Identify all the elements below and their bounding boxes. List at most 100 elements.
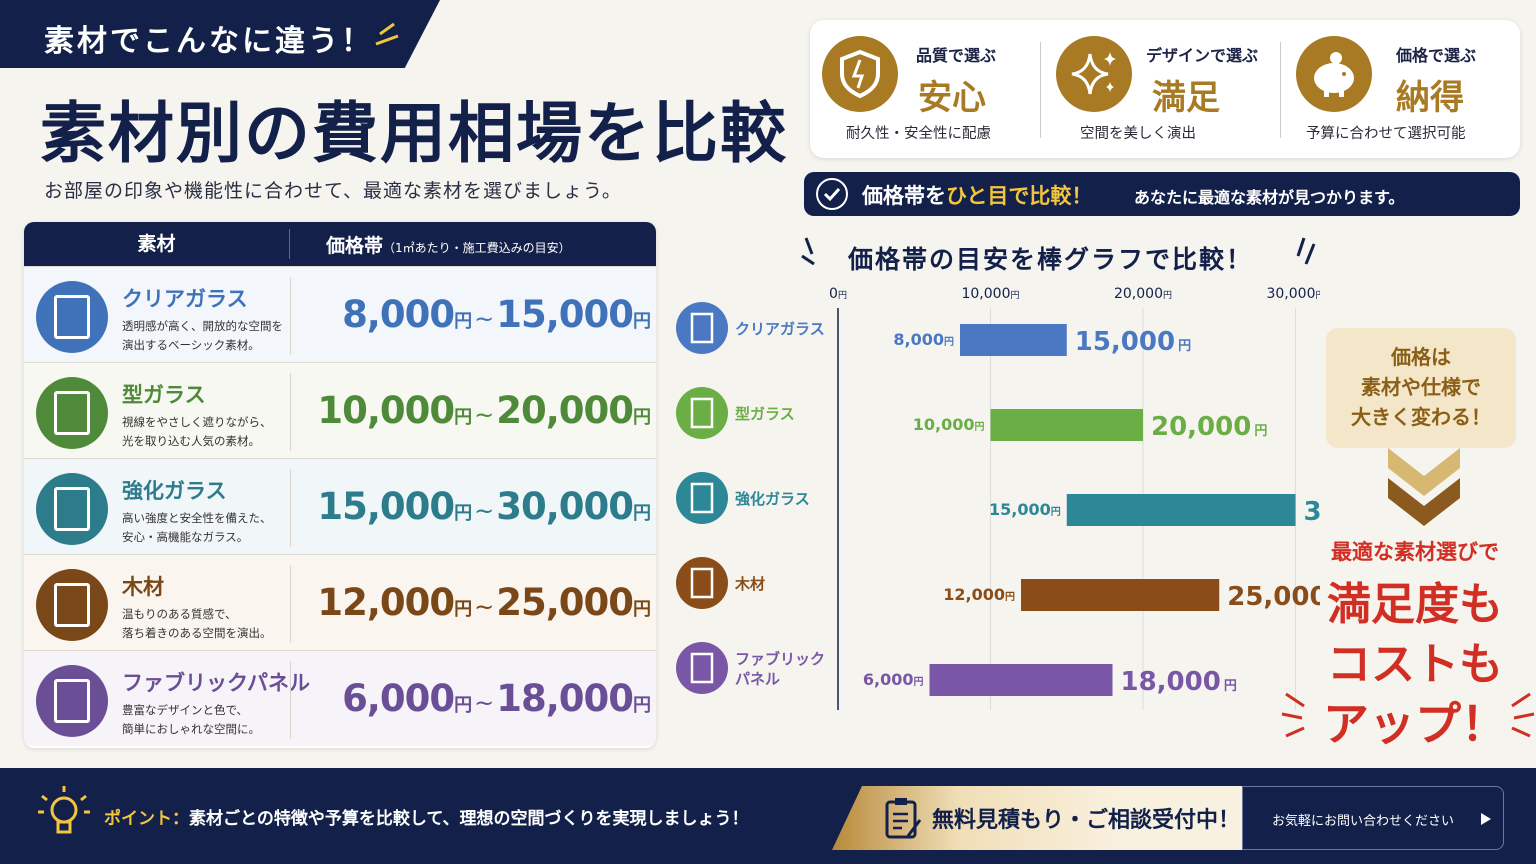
feature-label: 価格で選ぶ	[1396, 46, 1477, 65]
x-tick-label: 10,000円	[961, 286, 1019, 302]
feature-divider	[1280, 42, 1281, 138]
feature-divider	[1040, 42, 1041, 138]
page-title: 素材別の費用相場を比較	[40, 95, 788, 172]
feature-note: 予算に合わせて選択可能	[1306, 126, 1466, 142]
banner-text: 価格帯をひと目で比較！	[862, 184, 1093, 208]
material-name: 型ガラス	[122, 383, 206, 407]
category-label: 型ガラス	[735, 405, 795, 423]
burst-lines-icon	[1281, 692, 1305, 738]
high-value-label: 20,000 円	[1151, 412, 1267, 442]
category-icon-frame	[690, 567, 714, 599]
shield-icon	[822, 36, 898, 112]
x-tick-label: 0円	[829, 286, 847, 302]
feature-label: 品質で選ぶ	[916, 46, 997, 65]
material-icon	[36, 473, 108, 545]
category-icon-frame	[690, 482, 714, 514]
category-label: ファブリック	[735, 650, 825, 668]
col-price-header: 価格帯（1㎡あたり・施工費込みの目安）	[326, 234, 571, 257]
feature-big: 安心	[918, 78, 986, 118]
price-range: 6,000円 ~18,000円	[342, 677, 651, 720]
material-icon	[36, 377, 108, 449]
accent-lines-icon	[801, 237, 815, 266]
table-row: 型ガラス視線をやさしく遮りながら、 光を取り込む人気の素材。 10,000円 ~20,…	[24, 362, 656, 458]
low-value-label: 15,000円	[989, 500, 1061, 519]
lightbulb-icon	[38, 786, 90, 834]
compare-banner: 価格帯をひと目で比較！ あなたに最適な素材が見つかります。	[804, 172, 1520, 216]
banner-subtext: あなたに最適な素材が見つかります。	[1134, 188, 1405, 207]
high-value-label: 15,000 円	[1075, 327, 1191, 357]
clipboard-icon	[885, 798, 922, 839]
range-bar	[960, 324, 1067, 356]
pencil-spark-icon	[375, 22, 399, 46]
category-label: パネル	[735, 670, 780, 688]
price-note-box: 価格は 素材や仕様で 大きく変わる！	[1326, 328, 1516, 448]
cta-button[interactable]: 無料見積もり・ご相談受付中！ お気軽にお問い合わせください	[832, 786, 1504, 850]
feature-label: デザインで選ぶ	[1146, 46, 1259, 65]
material-icon	[36, 665, 108, 737]
category-icon-frame	[690, 652, 714, 684]
promo-text-1: 最適な素材選びで	[1331, 540, 1499, 564]
x-tick-label: 30,000円	[1266, 286, 1320, 302]
header-tag-text: 素材でこんなに違う！	[44, 24, 374, 59]
price-range: 12,000円 ~25,000円	[317, 581, 651, 624]
high-value-label: 18,000 円	[1121, 667, 1237, 697]
table-row: 強化ガラス高い強度と安全性を備えた、 安心・高機能なガラス。 15,000円 ~30,…	[24, 458, 656, 554]
high-value-label: 25,000円	[1227, 582, 1320, 612]
table-header: 素材 価格帯（1㎡あたり・施工費込みの目安）	[24, 222, 656, 266]
sparkle-icon	[1056, 36, 1132, 112]
burst-lines-icon	[1511, 692, 1535, 738]
category-label: 強化ガラス	[735, 490, 810, 508]
low-value-label: 12,000円	[943, 585, 1015, 604]
cta-sub-text: お気軽にお問い合わせください	[1272, 814, 1455, 829]
material-icon	[36, 281, 108, 353]
category-label: クリアガラス	[735, 320, 825, 338]
category-icon	[676, 472, 728, 524]
material-desc: 透明感が高く、開放的な空間を 演出するベーシック素材。	[122, 319, 283, 352]
feature-card: 品質で選ぶ 安心 耐久性・安全性に配慮 デザインで選ぶ 満足 空間を美しく演出 …	[810, 20, 1520, 158]
category-icon-frame	[690, 397, 714, 429]
col-material-header: 素材	[24, 229, 290, 259]
range-bar	[1021, 579, 1220, 611]
feature-note: 空間を美しく演出	[1080, 126, 1196, 142]
category-icon-frame	[690, 312, 714, 344]
feature-design: デザインで選ぶ 満足 空間を美しく演出	[1044, 20, 1282, 158]
low-value-label: 10,000円	[913, 415, 985, 434]
promo-text-3: コストも	[1327, 639, 1503, 690]
feature-note: 耐久性・安全性に配慮	[846, 126, 991, 142]
high-value-label: 30,000円	[1304, 497, 1321, 527]
accent-lines-icon	[1296, 237, 1316, 265]
material-icon	[36, 569, 108, 641]
material-desc: 豊富なデザインと色で、 簡単におしゃれな空間に。	[122, 703, 260, 736]
material-desc: 視線をやさしく遮りながら、 光を取り込む人気の素材。	[122, 415, 272, 448]
arrow-right-icon	[1481, 813, 1491, 825]
promo-text-2: 満足度も	[1327, 579, 1503, 630]
material-name: クリアガラス	[122, 287, 248, 311]
category-icon	[676, 387, 728, 439]
range-bar	[990, 409, 1143, 441]
material-desc: 温もりのある質感で、 落ち着きのある空間を演出。	[122, 607, 272, 640]
feature-quality: 品質で選ぶ 安心 耐久性・安全性に配慮	[810, 20, 1038, 158]
range-bar	[929, 664, 1113, 696]
point-text: ポイント：素材ごとの特徴や予算を比較して、理想の空間づくりを実現しましょう！	[104, 809, 749, 829]
table-row: ファブリックパネル豊富なデザインと色で、 簡単におしゃれな空間に。 6,000円 ~1…	[24, 650, 656, 746]
material-name: ファブリックパネル	[122, 671, 310, 695]
feature-big: 満足	[1152, 78, 1220, 118]
header-tag: 素材でこんなに違う！	[0, 0, 440, 68]
material-name: 強化ガラス	[122, 479, 227, 503]
range-bar	[1066, 494, 1296, 526]
page-subtitle: お部屋の印象や機能性に合わせて、最適な素材を選びましょう。	[44, 180, 622, 202]
x-tick-label: 20,000円	[1114, 286, 1172, 302]
cta-main-text: 無料見積もり・ご相談受付中！	[932, 808, 1241, 833]
price-table: 素材 価格帯（1㎡あたり・施工費込みの目安） クリアガラス透明感が高く、開放的な…	[24, 222, 656, 748]
price-range-chart: 0円10,000円20,000円30,000円40,000円クリアガラス8,00…	[676, 286, 1321, 710]
price-range: 10,000円 ~20,000円	[317, 389, 651, 432]
chart-title: 価格帯の目安を棒グラフで比較！	[848, 245, 1254, 274]
feature-price: 価格で選ぶ 納得 予算に合わせて選択可能	[1284, 20, 1520, 158]
price-range: 8,000円 ~15,000円	[342, 293, 651, 336]
material-desc: 高い強度と安全性を備えた、 安心・高機能なガラス。	[122, 511, 272, 544]
price-range: 15,000円 ~30,000円	[317, 485, 651, 528]
table-row: 木材 温もりのある質感で、 落ち着きのある空間を演出。 12,000円 ~25,000円	[24, 554, 656, 650]
chevron-down-icon	[1388, 448, 1460, 526]
piggy-bank-icon	[1296, 36, 1372, 112]
category-icon	[676, 302, 728, 354]
